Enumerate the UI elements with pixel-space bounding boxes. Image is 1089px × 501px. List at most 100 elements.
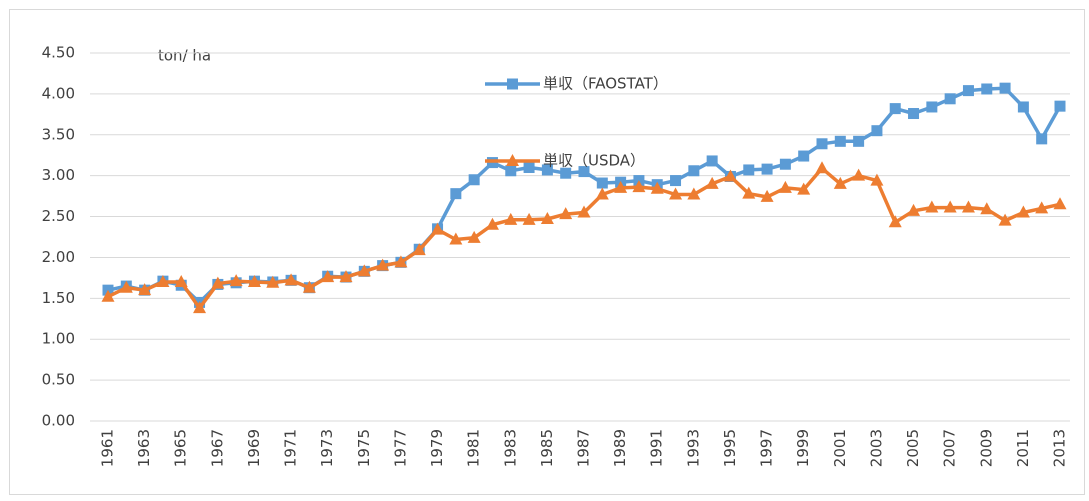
y-tick-label: 4.00 bbox=[42, 84, 75, 102]
marker bbox=[926, 101, 938, 113]
marker bbox=[577, 205, 591, 218]
x-tick-label: 2013 bbox=[1051, 429, 1069, 467]
marker bbox=[925, 200, 939, 213]
y-tick-label: 0.00 bbox=[42, 412, 75, 430]
x-tick-label: 2005 bbox=[904, 429, 922, 467]
marker bbox=[302, 280, 316, 293]
marker bbox=[431, 222, 445, 235]
marker bbox=[1054, 100, 1066, 112]
marker bbox=[614, 180, 628, 193]
marker bbox=[908, 108, 920, 120]
marker bbox=[101, 289, 115, 302]
marker bbox=[1016, 205, 1030, 218]
marker bbox=[907, 203, 921, 216]
marker bbox=[247, 274, 261, 287]
legend-label: 単収（USDA） bbox=[543, 152, 645, 170]
x-tick-label: 1971 bbox=[282, 429, 300, 467]
y-tick-label: 3.00 bbox=[42, 166, 75, 184]
marker bbox=[834, 135, 846, 147]
y-axis-unit: ton/ ha bbox=[158, 47, 211, 65]
x-tick-label: 1973 bbox=[318, 429, 336, 467]
marker bbox=[394, 255, 408, 268]
marker bbox=[853, 135, 865, 147]
marker bbox=[229, 274, 243, 287]
y-tick-label: 2.50 bbox=[42, 207, 75, 225]
marker bbox=[284, 273, 298, 286]
marker bbox=[798, 150, 810, 162]
marker bbox=[485, 217, 499, 230]
y-tick-label: 3.50 bbox=[42, 125, 75, 143]
marker bbox=[761, 163, 773, 175]
marker bbox=[797, 182, 811, 195]
marker bbox=[596, 177, 608, 189]
marker bbox=[266, 275, 280, 288]
marker bbox=[999, 82, 1011, 94]
marker bbox=[778, 180, 792, 193]
marker bbox=[944, 93, 956, 105]
x-tick-label: 1979 bbox=[428, 429, 446, 467]
x-tick-label: 1963 bbox=[135, 429, 153, 467]
marker bbox=[578, 166, 590, 178]
marker bbox=[980, 202, 994, 215]
marker bbox=[816, 138, 828, 150]
x-tick-label: 1987 bbox=[575, 429, 593, 467]
x-tick-label: 1965 bbox=[172, 429, 190, 467]
marker bbox=[450, 188, 462, 200]
y-tick-label: 2.00 bbox=[42, 248, 75, 266]
marker bbox=[559, 207, 573, 220]
marker bbox=[119, 280, 133, 293]
marker bbox=[376, 258, 390, 271]
marker bbox=[943, 200, 957, 213]
legend-marker bbox=[506, 154, 519, 166]
marker bbox=[833, 176, 847, 189]
legend-label: 単収（FAOSTAT） bbox=[543, 75, 668, 93]
marker bbox=[706, 155, 718, 167]
marker bbox=[705, 176, 719, 189]
marker bbox=[760, 189, 774, 202]
marker bbox=[687, 187, 701, 200]
x-tick-label: 1981 bbox=[465, 429, 483, 467]
marker bbox=[870, 173, 884, 186]
marker bbox=[211, 276, 225, 289]
y-tick-label: 1.50 bbox=[42, 289, 75, 307]
x-tick-label: 1985 bbox=[538, 429, 556, 467]
marker bbox=[962, 85, 974, 97]
marker bbox=[1053, 197, 1067, 210]
y-tick-label: 0.50 bbox=[42, 371, 75, 389]
y-tick-label: 4.50 bbox=[42, 44, 75, 62]
marker bbox=[650, 181, 664, 194]
marker bbox=[156, 274, 170, 287]
marker bbox=[467, 230, 481, 243]
x-tick-label: 1975 bbox=[355, 429, 373, 467]
x-tick-label: 1997 bbox=[758, 429, 776, 467]
y-tick-label: 1.00 bbox=[42, 330, 75, 348]
marker bbox=[981, 83, 993, 95]
x-tick-label: 2011 bbox=[1014, 429, 1032, 467]
marker bbox=[998, 213, 1012, 226]
marker bbox=[688, 165, 700, 177]
marker bbox=[321, 270, 335, 283]
marker bbox=[357, 264, 371, 277]
marker bbox=[560, 167, 572, 179]
marker bbox=[888, 215, 902, 228]
x-tick-label: 1995 bbox=[721, 429, 739, 467]
marker bbox=[742, 186, 756, 199]
marker bbox=[339, 270, 353, 283]
marker bbox=[852, 168, 866, 181]
marker bbox=[723, 169, 737, 182]
marker bbox=[138, 283, 152, 296]
marker bbox=[193, 301, 207, 314]
marker bbox=[174, 274, 188, 287]
x-tick-label: 2007 bbox=[941, 429, 959, 467]
marker bbox=[670, 175, 682, 187]
x-tick-label: 2009 bbox=[977, 429, 995, 467]
marker bbox=[595, 187, 609, 200]
marker bbox=[1036, 133, 1048, 145]
x-tick-label: 1983 bbox=[501, 429, 519, 467]
x-tick-label: 2001 bbox=[831, 429, 849, 467]
marker bbox=[541, 164, 553, 176]
x-tick-label: 1989 bbox=[611, 429, 629, 467]
marker bbox=[468, 174, 480, 186]
x-tick-label: 1977 bbox=[391, 429, 409, 467]
